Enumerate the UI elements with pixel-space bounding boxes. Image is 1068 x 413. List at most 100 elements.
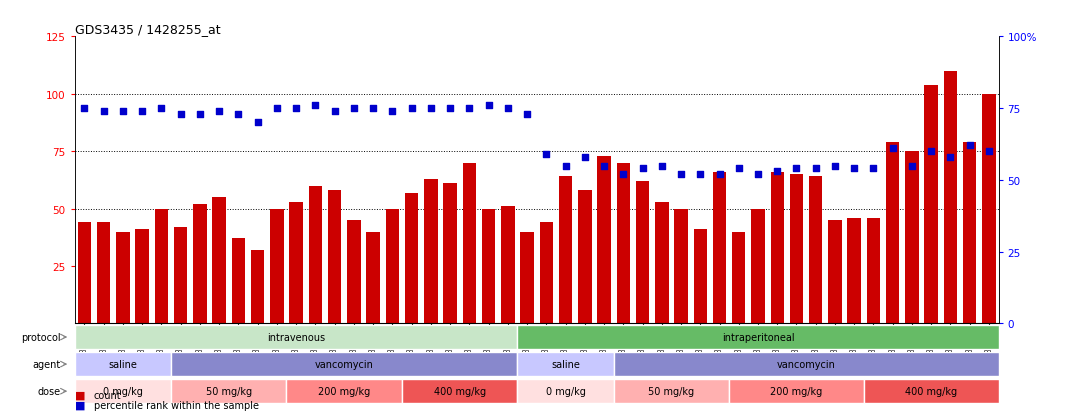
Bar	[482, 209, 496, 324]
FancyBboxPatch shape	[75, 325, 517, 349]
Point	[731, 166, 748, 172]
Bar	[443, 184, 457, 324]
Text: percentile rank within the sample: percentile rank within the sample	[94, 400, 258, 410]
Text: 400 mg/kg: 400 mg/kg	[906, 386, 957, 396]
Point	[153, 105, 170, 112]
Bar	[770, 172, 784, 324]
Text: ■: ■	[75, 400, 85, 410]
FancyBboxPatch shape	[75, 352, 171, 376]
Point	[865, 166, 882, 172]
Point	[942, 154, 959, 161]
Text: protocol: protocol	[21, 332, 61, 342]
Bar	[829, 221, 842, 324]
Bar	[386, 209, 399, 324]
Point	[634, 166, 651, 172]
Text: vancomycin: vancomycin	[315, 359, 374, 369]
FancyBboxPatch shape	[171, 352, 517, 376]
Point	[904, 163, 921, 169]
Text: saline: saline	[551, 359, 580, 369]
Text: 200 mg/kg: 200 mg/kg	[770, 386, 822, 396]
FancyBboxPatch shape	[171, 379, 286, 404]
Text: vancomycin: vancomycin	[776, 359, 835, 369]
Point	[846, 166, 863, 172]
Point	[711, 171, 728, 178]
Bar	[251, 250, 265, 324]
Bar	[347, 221, 361, 324]
Bar	[136, 230, 148, 324]
Text: dose: dose	[37, 386, 61, 396]
Point	[923, 149, 940, 155]
Point	[692, 171, 709, 178]
Text: GDS3435 / 1428255_at: GDS3435 / 1428255_at	[75, 23, 220, 36]
Point	[980, 149, 998, 155]
Point	[557, 163, 575, 169]
Bar	[963, 142, 976, 324]
Point	[769, 169, 786, 175]
Bar	[539, 223, 553, 324]
Point	[134, 108, 151, 115]
Bar	[366, 232, 380, 324]
Bar	[944, 71, 957, 324]
Text: 50 mg/kg: 50 mg/kg	[648, 386, 694, 396]
Bar	[213, 198, 225, 324]
Bar	[289, 202, 303, 324]
Point	[364, 105, 381, 112]
Bar	[501, 207, 515, 324]
FancyBboxPatch shape	[729, 379, 864, 404]
Bar	[116, 232, 129, 324]
Bar	[886, 142, 899, 324]
Point	[345, 105, 362, 112]
Bar	[616, 163, 630, 324]
Point	[383, 108, 400, 115]
Bar	[97, 223, 110, 324]
Bar	[655, 202, 669, 324]
Point	[441, 105, 458, 112]
Bar	[559, 177, 572, 324]
Point	[654, 163, 671, 169]
Bar	[906, 152, 918, 324]
Text: intravenous: intravenous	[267, 332, 325, 342]
Point	[807, 166, 824, 172]
Bar	[674, 209, 688, 324]
Point	[499, 105, 516, 112]
Text: 400 mg/kg: 400 mg/kg	[434, 386, 486, 396]
Bar	[424, 179, 438, 324]
Bar	[848, 218, 861, 324]
FancyBboxPatch shape	[614, 352, 999, 376]
Bar	[232, 239, 245, 324]
Bar	[193, 204, 206, 324]
Point	[615, 171, 632, 178]
Point	[268, 105, 285, 112]
Bar	[309, 186, 323, 324]
Point	[114, 108, 131, 115]
Point	[518, 111, 535, 118]
Bar	[983, 95, 995, 324]
Text: agent: agent	[33, 359, 61, 369]
Bar	[155, 209, 168, 324]
Point	[673, 171, 690, 178]
Point	[480, 103, 497, 109]
Bar	[328, 191, 342, 324]
Point	[287, 105, 304, 112]
Bar	[789, 175, 803, 324]
Text: 50 mg/kg: 50 mg/kg	[206, 386, 252, 396]
Bar	[174, 228, 187, 324]
Bar	[925, 85, 938, 324]
Text: 0 mg/kg: 0 mg/kg	[546, 386, 585, 396]
Point	[827, 163, 844, 169]
Point	[788, 166, 805, 172]
Point	[230, 111, 247, 118]
Point	[172, 111, 189, 118]
Bar	[462, 163, 476, 324]
Text: ■: ■	[75, 390, 85, 400]
Bar	[635, 182, 649, 324]
Bar	[597, 157, 611, 324]
Text: saline: saline	[109, 359, 138, 369]
Point	[422, 105, 439, 112]
Bar	[732, 232, 745, 324]
Point	[249, 120, 266, 126]
Bar	[78, 223, 91, 324]
Text: 0 mg/kg: 0 mg/kg	[103, 386, 143, 396]
Bar	[270, 209, 284, 324]
Point	[210, 108, 227, 115]
